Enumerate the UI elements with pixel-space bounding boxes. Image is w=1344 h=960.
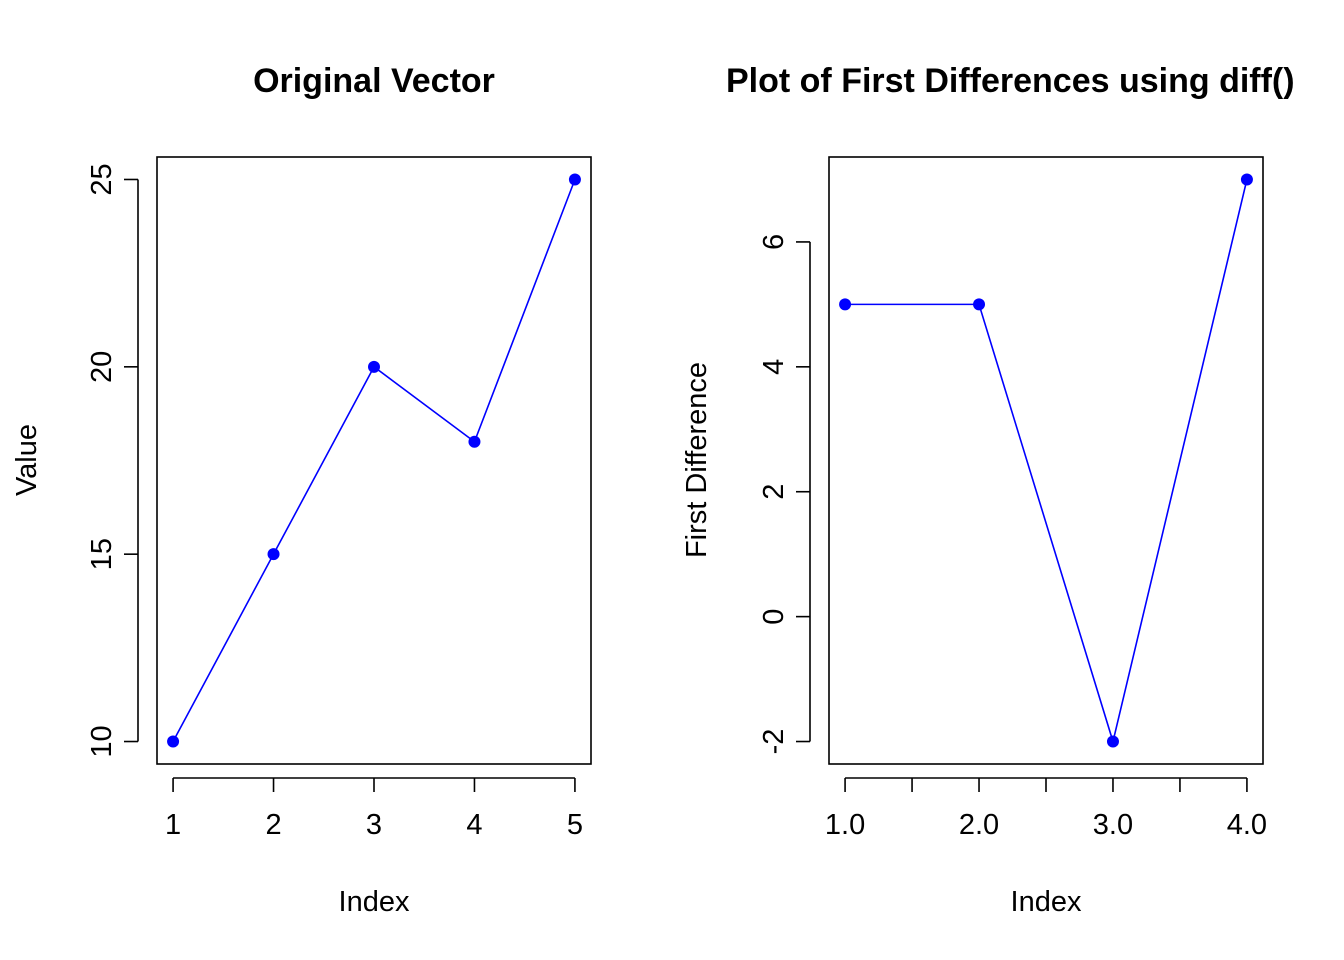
panel-original-vector: Original Vector 1 2 3 4 5 10 15 20 25 Index Val… [11, 62, 592, 918]
x-tick-label: 5 [567, 809, 583, 841]
chart-title: Original Vector [253, 62, 495, 100]
y-tick-label: -2 [758, 729, 790, 755]
x-tick-label: 3 [366, 809, 382, 841]
data-point [468, 435, 481, 448]
x-tick-label: 3.0 [1093, 809, 1133, 841]
y-axis: -2 0 2 4 6 [758, 234, 811, 755]
data-point [267, 548, 280, 561]
x-tick-label: 4 [466, 809, 482, 841]
y-tick-label: 4 [758, 359, 790, 375]
y-tick-label: 15 [86, 538, 118, 570]
y-tick-label: 10 [86, 725, 118, 757]
x-tick-label: 1.0 [825, 809, 865, 841]
y-tick-label: 25 [86, 163, 118, 195]
y-tick-label: 0 [758, 609, 790, 625]
data-point [568, 173, 581, 186]
x-tick-label: 2.0 [959, 809, 999, 841]
series-layer [839, 173, 1253, 748]
y-tick-label: 6 [758, 234, 790, 250]
x-tick-label: 2 [265, 809, 281, 841]
x-axis-label: Index [1011, 886, 1082, 918]
panel-first-differences: Plot of First Differences using diff() 1… [681, 62, 1295, 918]
chart-title: Plot of First Differences using diff() [726, 62, 1295, 100]
x-axis: 1 2 3 4 5 [165, 777, 583, 841]
data-point [973, 298, 986, 311]
series-layer [167, 173, 581, 748]
y-axis-label: First Difference [681, 362, 713, 558]
series-line [845, 179, 1248, 745]
data-point [839, 298, 852, 311]
plot-frame [156, 156, 592, 765]
x-axis-label: Index [339, 886, 410, 918]
x-tick-label: 4.0 [1227, 809, 1267, 841]
y-axis: 10 15 20 25 [86, 163, 139, 758]
data-point [368, 360, 380, 373]
y-tick-label: 20 [86, 351, 118, 383]
y-axis-label: Value [11, 424, 43, 496]
data-point [1106, 735, 1119, 748]
data-point [167, 735, 180, 748]
y-tick-label: 2 [758, 484, 790, 500]
x-axis: 1.0 2.0 3.0 4.0 [825, 777, 1267, 841]
plot-frame [828, 156, 1264, 765]
data-point [1240, 173, 1253, 186]
x-tick-label: 1 [165, 809, 181, 841]
